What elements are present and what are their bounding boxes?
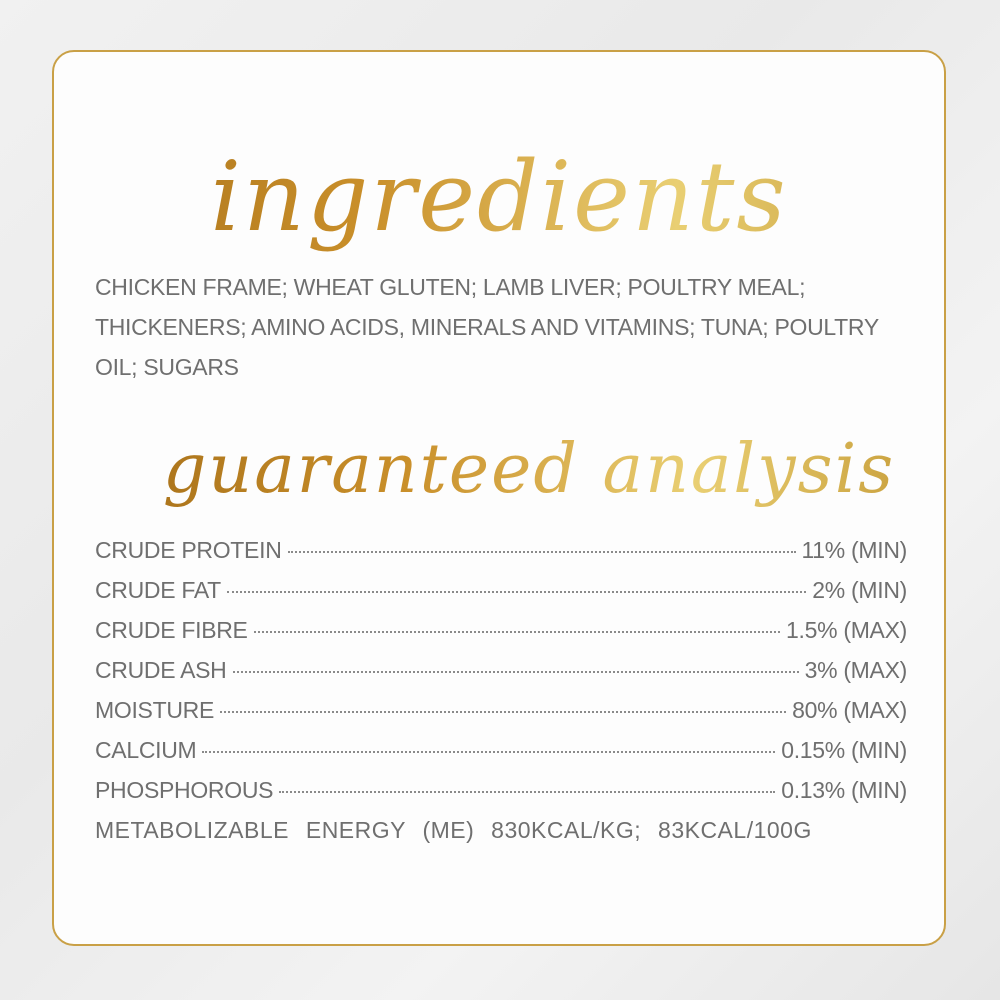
analysis-value: 3% (MAX) bbox=[804, 657, 908, 683]
analysis-value: 80% (MAX) bbox=[792, 697, 907, 723]
analysis-row: CRUDE PROTEIN 11% (MIN) bbox=[95, 530, 907, 570]
dot-leader bbox=[226, 591, 807, 593]
energy-row: METABOLIZABLE ENERGY (ME) 830KCAL/KG; 83… bbox=[95, 817, 812, 843]
analysis-row: CRUDE FAT 2% (MIN) bbox=[95, 570, 907, 610]
analysis-row: CALCIUM 0.15% (MIN) bbox=[95, 730, 907, 770]
analysis-row: PHOSPHOROUS 0.13% (MIN) bbox=[95, 770, 907, 810]
dot-leader bbox=[279, 791, 776, 793]
analysis-value: 0.13% (MIN) bbox=[781, 777, 907, 803]
analysis-value: 11% (MIN) bbox=[801, 537, 908, 563]
analysis-label: CALCIUM bbox=[95, 737, 197, 763]
analysis-row: CRUDE ASH 3% (MAX) bbox=[95, 650, 907, 690]
analysis-label: CRUDE FAT bbox=[95, 577, 221, 603]
dot-leader bbox=[253, 631, 781, 633]
analysis-label: MOISTURE bbox=[95, 697, 214, 723]
analysis-label: CRUDE FIBRE bbox=[95, 617, 248, 643]
analysis-label: CRUDE PROTEIN bbox=[95, 537, 282, 563]
analysis-row: MOISTURE 80% (MAX) bbox=[95, 690, 907, 730]
ingredients-heading: ingredients bbox=[54, 132, 944, 262]
analysis-value: 1.5% (MAX) bbox=[786, 617, 907, 643]
label-card: ingredients CHICKEN FRAME; WHEAT GLUTEN;… bbox=[52, 50, 946, 946]
dot-leader bbox=[220, 711, 787, 713]
analysis-value: 2% (MIN) bbox=[812, 577, 907, 603]
dot-leader bbox=[287, 551, 796, 553]
guaranteed-analysis-table: CRUDE PROTEIN 11% (MIN) CRUDE FAT 2% (MIN)… bbox=[95, 530, 907, 850]
analysis-row: CRUDE FIBRE 1.5% (MAX) bbox=[95, 610, 907, 650]
analysis-value: 0.15% (MIN) bbox=[781, 737, 907, 763]
dot-leader bbox=[232, 671, 799, 673]
analysis-label: PHOSPHOROUS bbox=[95, 777, 274, 803]
ingredients-list: CHICKEN FRAME; WHEAT GLUTEN; LAMB LIVER;… bbox=[95, 274, 879, 380]
analysis-label: CRUDE ASH bbox=[95, 657, 227, 683]
dot-leader bbox=[202, 751, 776, 753]
analysis-heading: guaranteed analysis bbox=[114, 420, 944, 520]
